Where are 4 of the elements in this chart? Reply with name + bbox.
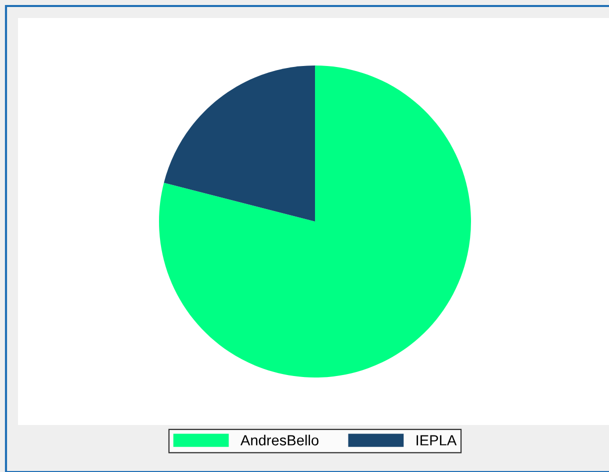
legend-label: IEPLA	[416, 435, 457, 446]
pie-slice	[159, 66, 471, 378]
pie-slice	[164, 66, 315, 222]
legend-label: AndresBello	[240, 434, 318, 446]
